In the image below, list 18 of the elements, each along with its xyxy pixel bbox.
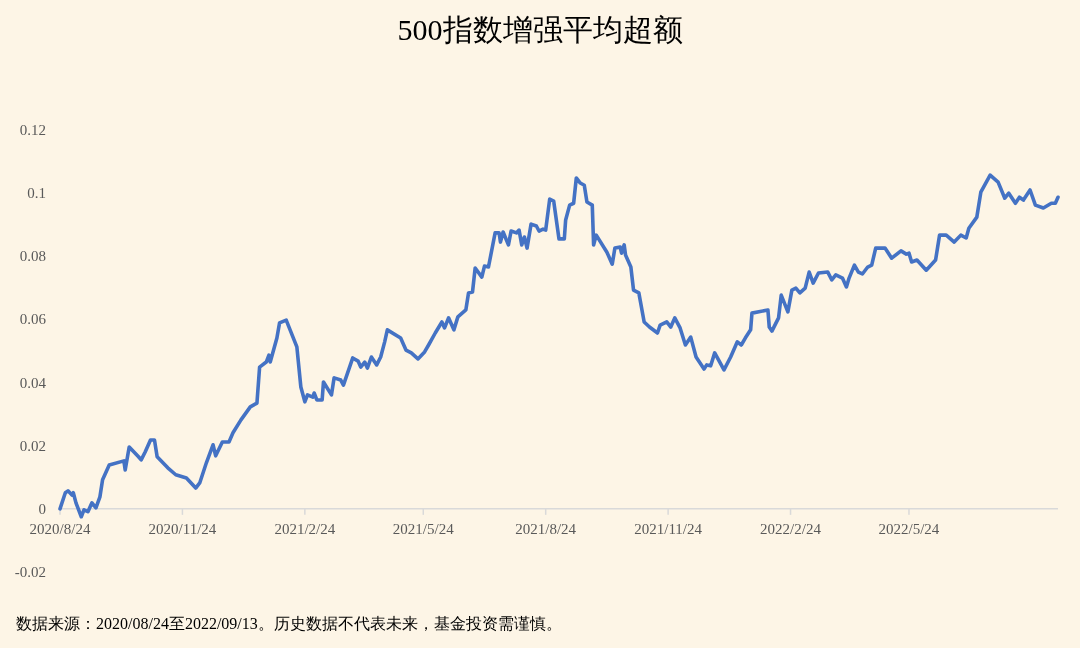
y-tick-label: 0.1 [27, 185, 46, 202]
chart-title: 500指数增强平均超额 [397, 13, 683, 46]
y-tick-label: 0 [38, 500, 46, 517]
source-note: 数据来源：2020/08/24至2022/09/13。历史数据不代表未来，基金投资需谨慎。 [16, 615, 562, 632]
y-tick-label: 0.04 [19, 374, 47, 391]
x-tick-label: 2021/5/24 [392, 520, 455, 537]
x-tick-label: 2022/5/24 [878, 520, 940, 537]
y-tick-label: 0.02 [19, 437, 46, 454]
x-tick-label: 2022/2/24 [760, 520, 822, 537]
y-tick-label: -0.02 [14, 564, 46, 580]
x-tick-label: 2021/11/24 [634, 520, 703, 537]
y-tick-label: 0.06 [19, 311, 47, 328]
x-tick-label: 2021/2/24 [274, 520, 336, 537]
y-tick-label: 0.12 [19, 122, 46, 138]
x-tick-label: 2021/8/24 [515, 520, 577, 537]
y-tick-label: 0.08 [19, 248, 46, 265]
x-tick-label: 2020/11/24 [148, 520, 217, 537]
x-tick-label: 2020/8/24 [29, 520, 91, 537]
